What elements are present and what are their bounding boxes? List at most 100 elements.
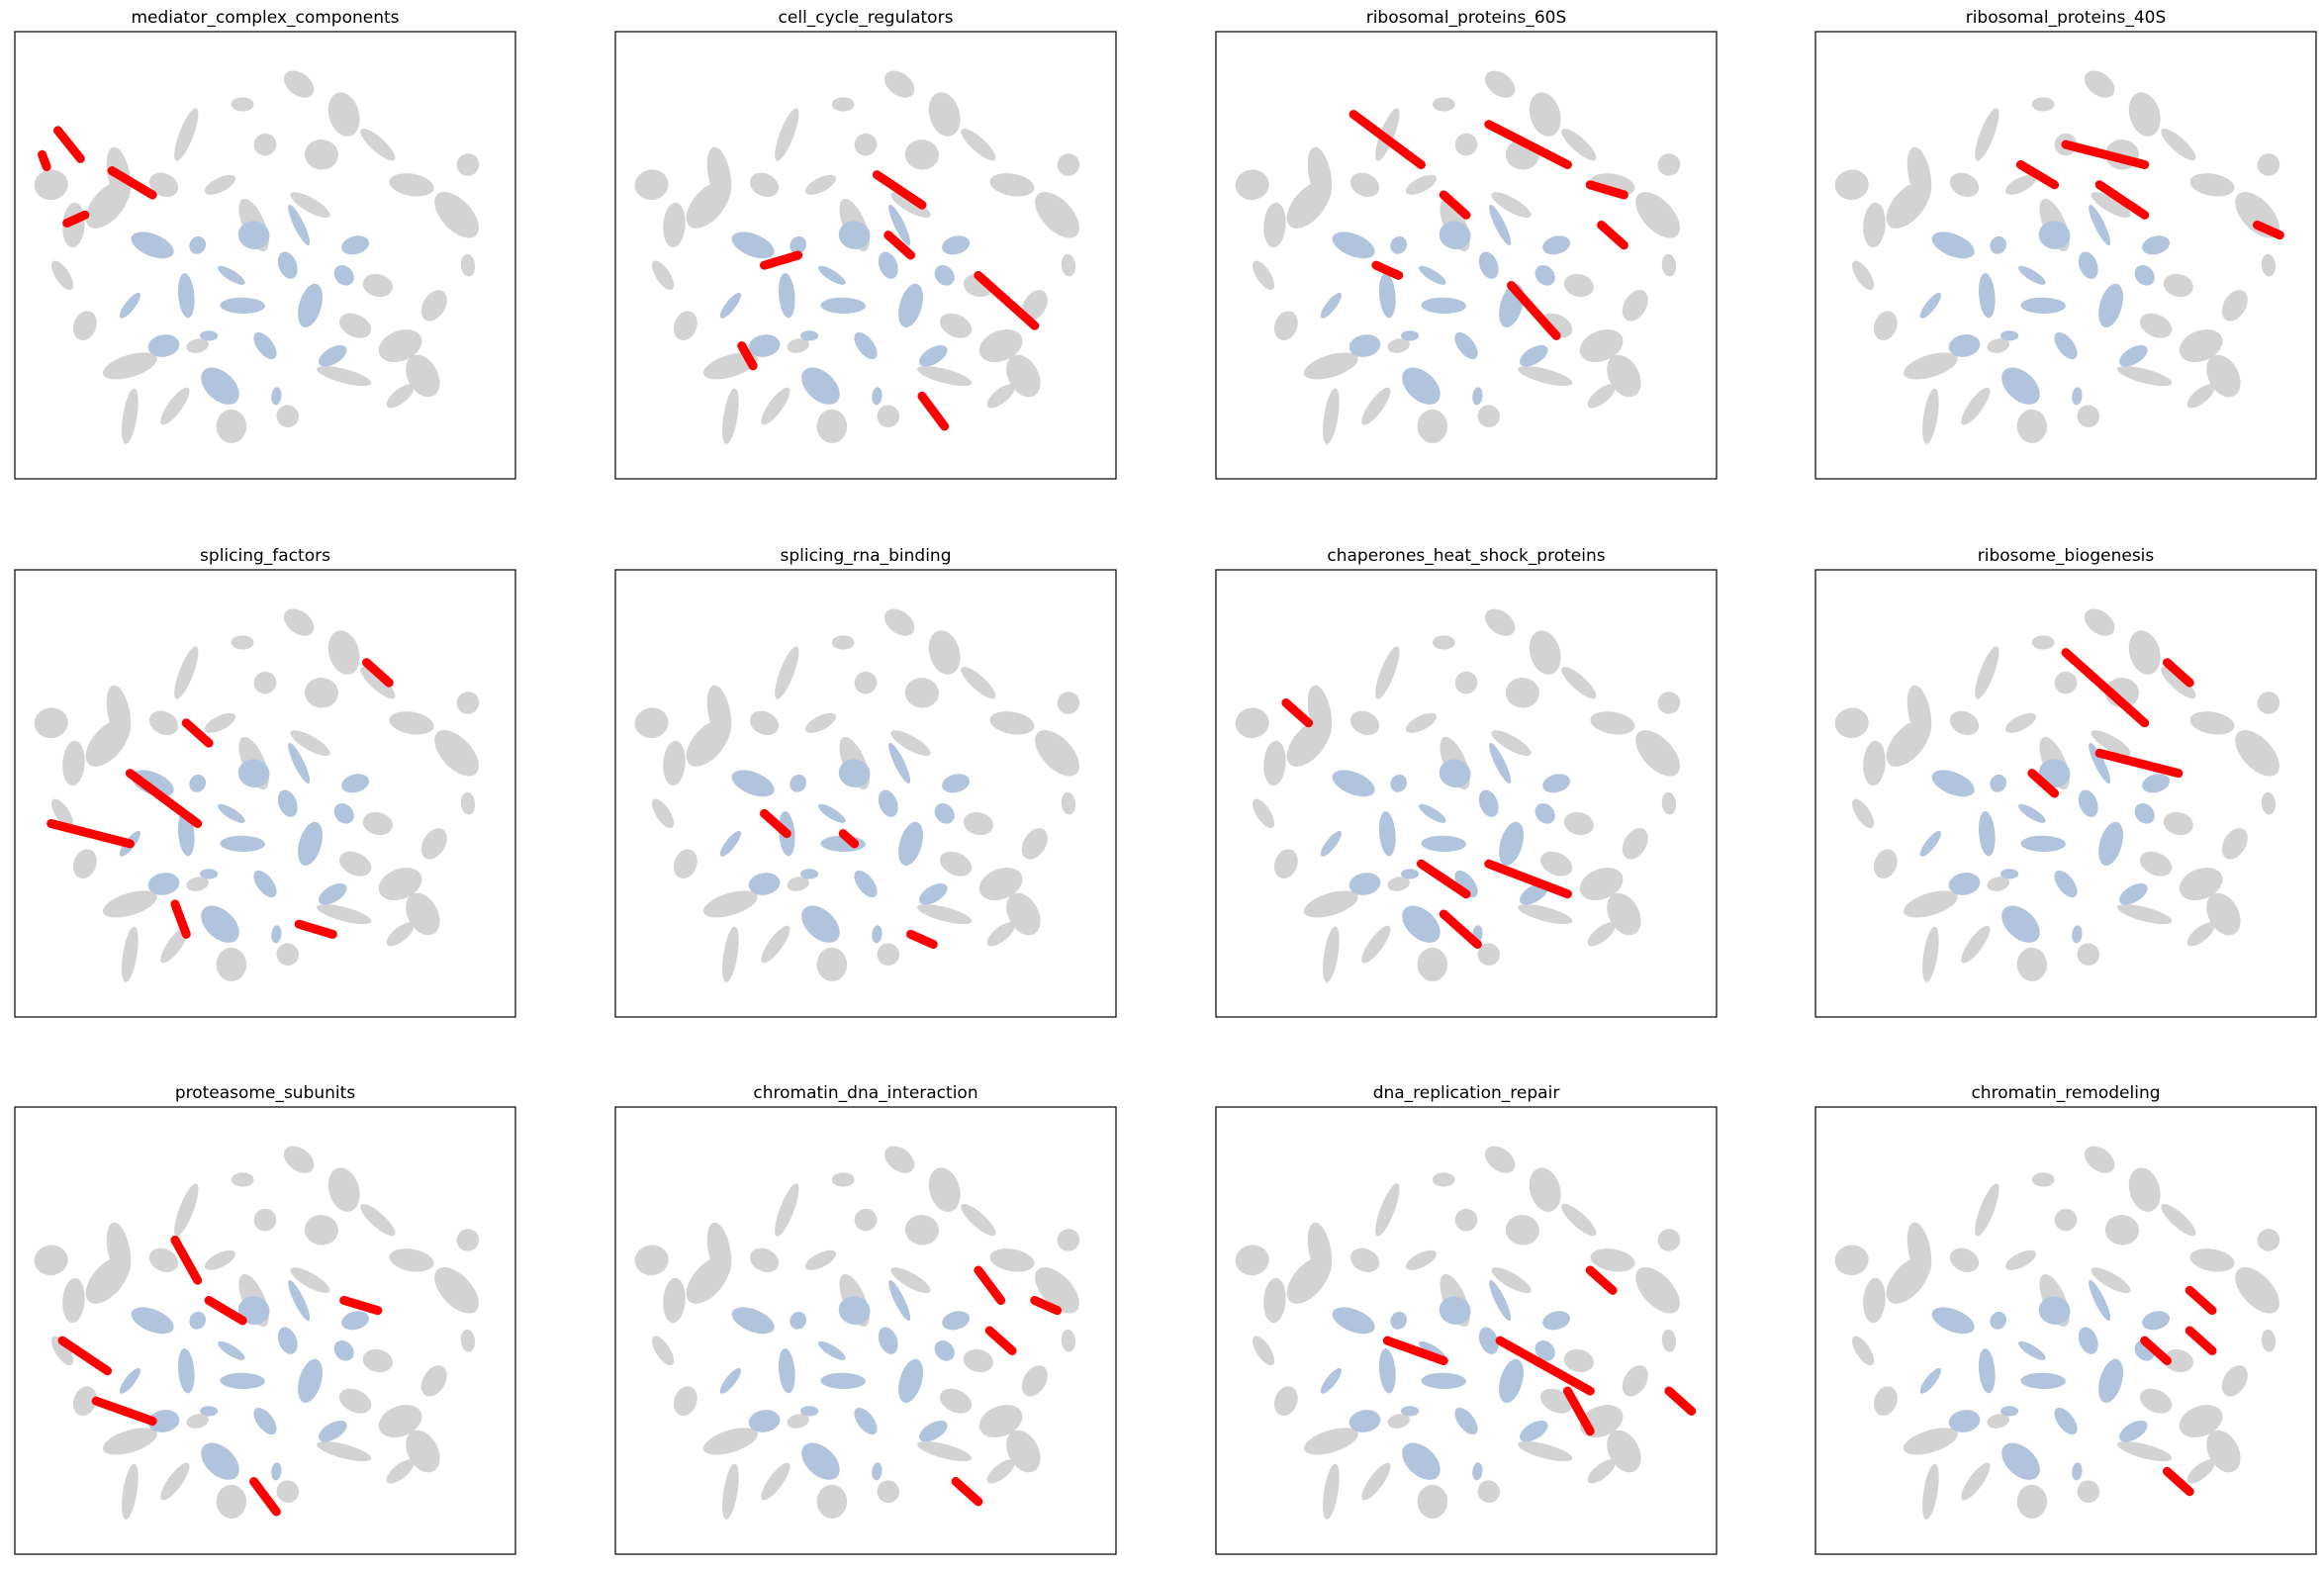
background-point-cluster [2077, 1480, 2100, 1504]
secondary-point-cluster [1478, 251, 1499, 279]
background-point-cluster [1518, 365, 1573, 387]
background-point-cluster [1987, 877, 2009, 891]
background-point-cluster [1834, 1245, 1869, 1276]
background-point-cluster [456, 692, 480, 714]
axes-frame [614, 31, 1117, 480]
highlight-point-cluster [2061, 139, 2150, 169]
background-point-cluster [338, 851, 372, 877]
background-point-cluster [890, 730, 931, 757]
background-point-cluster [917, 365, 973, 387]
secondary-point-cluster [1421, 297, 1466, 314]
secondary-point-cluster [2038, 759, 2071, 787]
scatter-points [34, 1146, 480, 1520]
secondary-point-cluster [298, 821, 323, 866]
secondary-point-cluster [1332, 770, 1375, 797]
secondary-point-cluster [2078, 251, 2098, 279]
background-point-cluster [420, 290, 447, 322]
background-point-cluster [2221, 828, 2248, 860]
axes-frame [14, 569, 516, 1018]
background-point-cluster [787, 877, 809, 891]
background-point-cluster [1057, 1229, 1080, 1251]
secondary-point-cluster [2142, 1311, 2171, 1331]
background-point-cluster [877, 1480, 900, 1504]
secondary-point-cluster [2119, 1420, 2148, 1442]
background-point-cluster [317, 903, 372, 925]
background-point-cluster [1273, 311, 1298, 341]
secondary-point-cluster [1520, 882, 1548, 905]
background-point-cluster [961, 667, 996, 699]
scatter-points [634, 1146, 1080, 1520]
scatter-points [634, 70, 1080, 444]
highlight-point-cluster [951, 1477, 983, 1507]
background-point-cluster [1273, 1386, 1298, 1417]
background-point-cluster [2257, 1229, 2280, 1251]
background-point-cluster [2004, 174, 2037, 195]
background-point-cluster [148, 1247, 179, 1273]
background-point-cluster [276, 943, 300, 967]
secondary-point-cluster [2001, 367, 2040, 405]
secondary-point-cluster [872, 387, 883, 406]
background-point-cluster [62, 740, 85, 786]
background-point-cluster [2261, 1329, 2277, 1352]
secondary-point-cluster [253, 331, 277, 360]
background-point-cluster [2031, 635, 2055, 650]
background-point-cluster [1561, 1204, 1597, 1237]
secondary-point-cluster [1542, 774, 1571, 793]
background-point-cluster [2016, 409, 2048, 443]
panel-title: chromatin_dna_interaction [753, 1083, 977, 1103]
background-point-cluster [804, 174, 837, 195]
background-point-cluster [722, 926, 739, 982]
background-point-cluster [1263, 1277, 1286, 1324]
background-point-cluster [1863, 202, 1886, 248]
background-point-cluster [460, 1329, 476, 1352]
scatter-panel: chromatin_dna_interaction [614, 1083, 1117, 1555]
background-point-cluster [1235, 1245, 1269, 1276]
background-point-cluster [1922, 926, 1939, 982]
background-point-cluster [378, 329, 422, 363]
highlight-point-cluster [38, 149, 51, 172]
background-point-cluster [1286, 1256, 1331, 1304]
background-point-cluster [148, 172, 179, 198]
background-point-cluster [917, 1440, 973, 1462]
background-point-cluster [854, 133, 878, 156]
secondary-point-cluster [898, 1358, 923, 1403]
secondary-point-cluster [778, 1347, 795, 1394]
background-point-cluster [1417, 947, 1448, 981]
secondary-point-cluster [2072, 387, 2083, 406]
background-point-cluster [1661, 791, 1677, 815]
secondary-point-cluster [298, 283, 323, 327]
secondary-point-cluster [1978, 1347, 1996, 1394]
background-point-cluster [1286, 719, 1331, 767]
background-point-cluster [389, 1248, 434, 1272]
background-point-cluster [978, 868, 1023, 901]
background-point-cluster [1529, 1167, 1561, 1212]
background-point-cluster [386, 384, 415, 409]
background-point-cluster [1417, 409, 1448, 443]
background-point-cluster [389, 173, 434, 197]
secondary-point-cluster [1520, 344, 1548, 367]
background-point-cluster [1263, 202, 1286, 248]
background-point-cluster [186, 338, 209, 353]
background-point-cluster [1405, 174, 1438, 195]
highlight-point-cluster [339, 1295, 383, 1316]
background-point-cluster [102, 1428, 157, 1455]
secondary-point-cluster [934, 803, 955, 824]
background-point-cluster [174, 646, 199, 699]
background-point-cluster [283, 70, 315, 98]
background-point-cluster [1622, 828, 1648, 860]
secondary-point-cluster [1999, 330, 2019, 341]
background-point-cluster [327, 630, 360, 675]
highlight-point-cluster [760, 808, 791, 839]
panel-title: ribosomal_proteins_40S [1966, 8, 2167, 28]
secondary-point-cluster [2078, 1327, 2098, 1354]
scatter-panel: splicing_factors [14, 546, 516, 1018]
secondary-point-cluster [271, 925, 282, 944]
background-point-cluster [1852, 1336, 1875, 1366]
background-point-cluster [1405, 712, 1438, 733]
axes-frame [1814, 1106, 2317, 1555]
highlight-point-cluster [62, 210, 90, 228]
secondary-point-cluster [719, 292, 741, 319]
background-point-cluster [2161, 667, 2196, 699]
secondary-point-cluster [253, 1407, 277, 1435]
background-point-cluster [2084, 608, 2115, 636]
